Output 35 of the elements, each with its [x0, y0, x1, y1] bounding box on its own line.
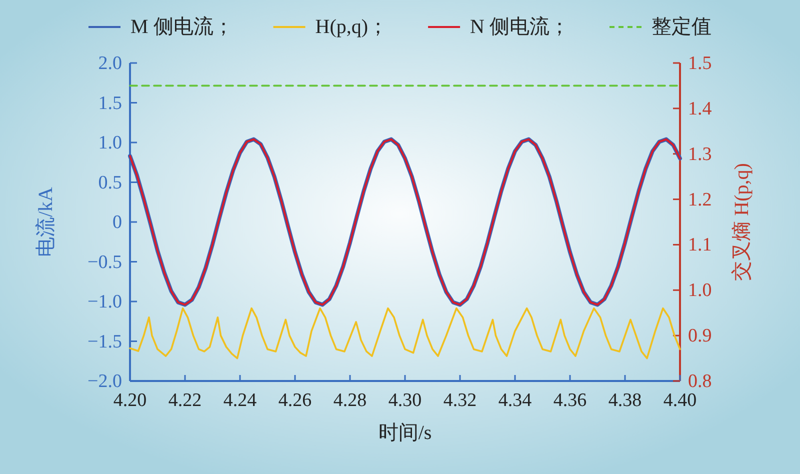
y2-tick-label: 1.1	[688, 234, 712, 256]
legend-label: M 侧电流；	[130, 16, 234, 38]
x-tick-label: 4.20	[113, 390, 147, 411]
y-axis-title: 电流/kA	[35, 186, 57, 257]
y2-axis-title: 交叉熵 H(p,q)	[731, 163, 753, 281]
y-tick-label: 0	[112, 212, 122, 233]
y-tick-label: 2.0	[98, 53, 122, 74]
x-tick-label: 4.32	[443, 390, 477, 411]
y2-tick-label: 1.3	[688, 144, 712, 165]
x-tick-label: 4.22	[168, 390, 202, 411]
x-tick-label: 4.30	[388, 390, 422, 411]
x-axis-title: 时间/s	[378, 422, 432, 444]
y-tick-label: −0.5	[88, 252, 122, 273]
legend-label: N 侧电流；	[470, 16, 570, 38]
y2-tick-label: 1.0	[688, 280, 712, 302]
x-tick-label: 4.40	[663, 390, 697, 411]
y-tick-label: 1.5	[98, 92, 122, 114]
legend-label: 整定值	[652, 16, 712, 38]
x-tick-label: 4.38	[608, 390, 642, 411]
y2-tick-label: 1.2	[688, 189, 712, 210]
x-tick-label: 4.28	[333, 390, 367, 411]
x-tick-label: 4.36	[553, 390, 587, 411]
y-tick-label: −1.5	[88, 331, 122, 352]
y2-tick-label: 0.9	[688, 326, 712, 347]
y2-tick-label: 0.8	[688, 371, 712, 392]
y-tick-label: 1.0	[98, 132, 122, 154]
x-tick-label: 4.26	[278, 390, 312, 411]
y-tick-label: 0.5	[98, 172, 122, 194]
y2-tick-label: 1.4	[688, 98, 712, 120]
x-tick-label: 4.24	[223, 390, 258, 411]
y-tick-label: −2.0	[88, 371, 122, 392]
legend-label: H(p,q)；	[315, 16, 388, 38]
x-tick-label: 4.34	[498, 390, 532, 411]
y2-tick-label: 1.5	[688, 53, 712, 74]
y-tick-label: −1.0	[88, 292, 122, 312]
